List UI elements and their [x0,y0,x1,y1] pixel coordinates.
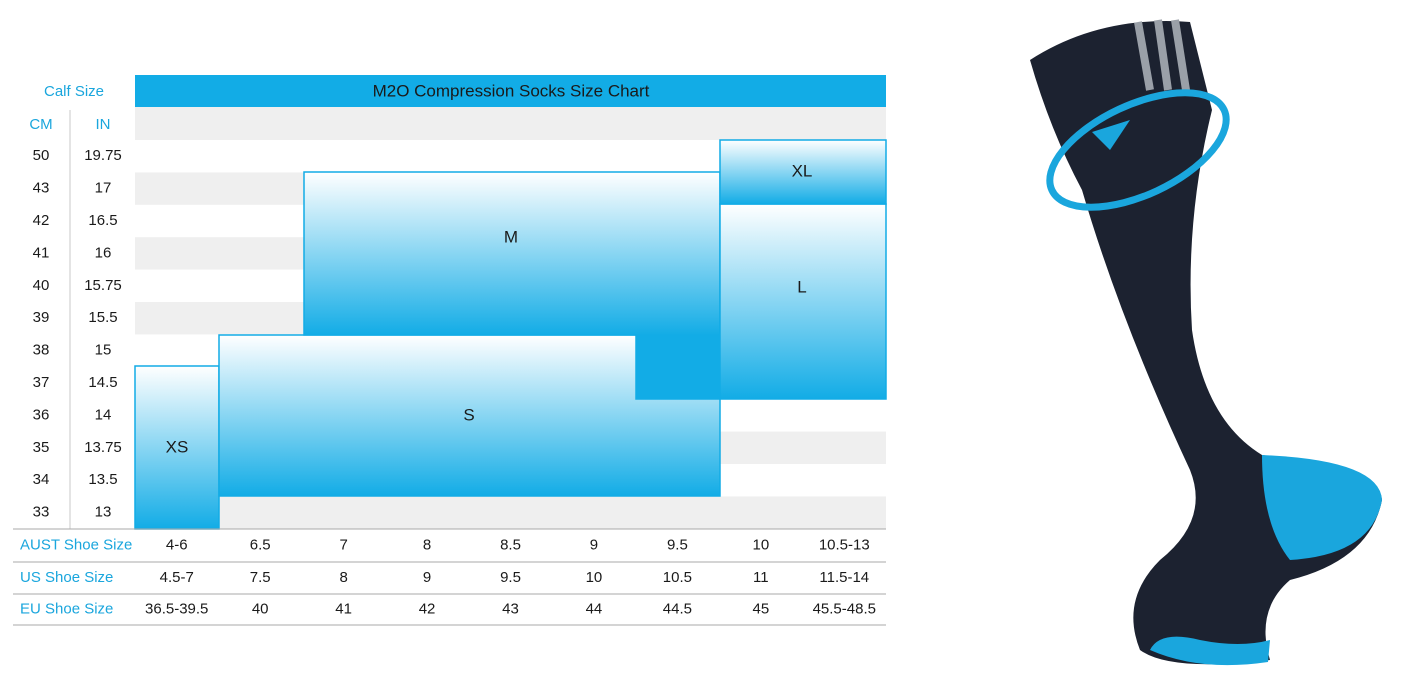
shoe-value: 44 [586,600,603,617]
rows: 50 19.75 43 17 42 16.5 41 16 40 15.75 39 15.5 38 15 37… [13,147,886,626]
size-label: M [504,227,518,246]
shoe-value: 6.5 [250,536,271,553]
shoe-value: 10.5-13 [819,536,870,553]
size-label: XS [166,437,189,456]
in-value: 14.5 [88,374,117,391]
cm-value: 36 [33,406,50,423]
size-box [719,139,887,205]
shoe-label: EU Shoe Size [20,600,113,617]
sock-stripes [1134,19,1190,91]
shoe-value: 44.5 [663,600,692,617]
shoe-label: US Shoe Size [20,569,113,586]
shoe-value: 9 [590,536,598,553]
shoe-value: 9 [423,569,431,586]
title-bar [135,75,886,107]
shoe-value: 9.5 [667,536,688,553]
in-value: 15.5 [88,309,117,326]
size-label: XL [792,161,813,180]
cm-value: 40 [33,277,50,294]
shoe-value: 41 [335,600,352,617]
cm-value: 38 [33,342,50,359]
shoe-value: 8 [423,536,431,553]
shoe-value: 45.5-48.5 [813,600,876,617]
shoe-value: 10 [586,569,603,586]
shoe-value: 43 [502,600,519,617]
size-label: S [463,405,474,424]
cm-value: 33 [33,504,50,521]
shoe-label: AUST Shoe Size [20,536,132,553]
cm-value: 43 [33,180,50,197]
sock-illustration [1030,19,1382,666]
cm-value: 34 [33,471,50,488]
shoe-value: 8.5 [500,536,521,553]
shoe-value: 45 [752,600,769,617]
size-box [719,203,887,400]
shoe-value: 9.5 [500,569,521,586]
shoe-value: 7.5 [250,569,271,586]
shoe-value: 10 [752,536,769,553]
in-value: 13 [95,504,112,521]
cm-value: 35 [33,439,50,456]
shoe-value: 4.5-7 [160,569,194,586]
cm-value: 50 [33,147,50,164]
cm-value: 42 [33,212,50,229]
in-value: 13.75 [84,439,122,456]
in-value: 13.5 [88,471,117,488]
in-value: 15 [95,342,112,359]
shoe-value: 11.5-14 [819,569,869,586]
in-value: 16.5 [88,212,117,229]
ring-arrow [1092,120,1130,150]
sock-body [1030,21,1382,665]
shoe-value: 11 [753,569,769,586]
calf-header: Calf Size [44,83,104,100]
shoe-value: 40 [252,600,269,617]
in-value: 19.75 [84,147,122,164]
shoe-value: 4-6 [166,536,188,553]
in-value: 14 [95,406,112,423]
sock-heel [1262,455,1382,560]
sock-toe [1150,636,1270,666]
stripe [135,107,886,140]
shoe-value: 10.5 [663,569,692,586]
cm-header: CM [29,116,52,133]
compression-ring [1046,89,1230,211]
shoe-value: 42 [419,600,436,617]
in-header: IN [96,116,111,133]
in-value: 15.75 [84,277,122,294]
in-value: 16 [95,244,112,261]
cm-value: 39 [33,309,50,326]
size-boxes: XS S M L XL [134,139,887,530]
size-label: L [797,277,806,296]
shoe-value: 8 [339,569,347,586]
chart-title: M2O Compression Socks Size Chart [373,81,650,100]
cm-value: 37 [33,374,50,391]
cm-value: 41 [33,244,50,261]
stripe [135,496,886,529]
shoe-value: 7 [339,536,347,553]
in-value: 17 [95,180,112,197]
shoe-value: 36.5-39.5 [145,600,208,617]
